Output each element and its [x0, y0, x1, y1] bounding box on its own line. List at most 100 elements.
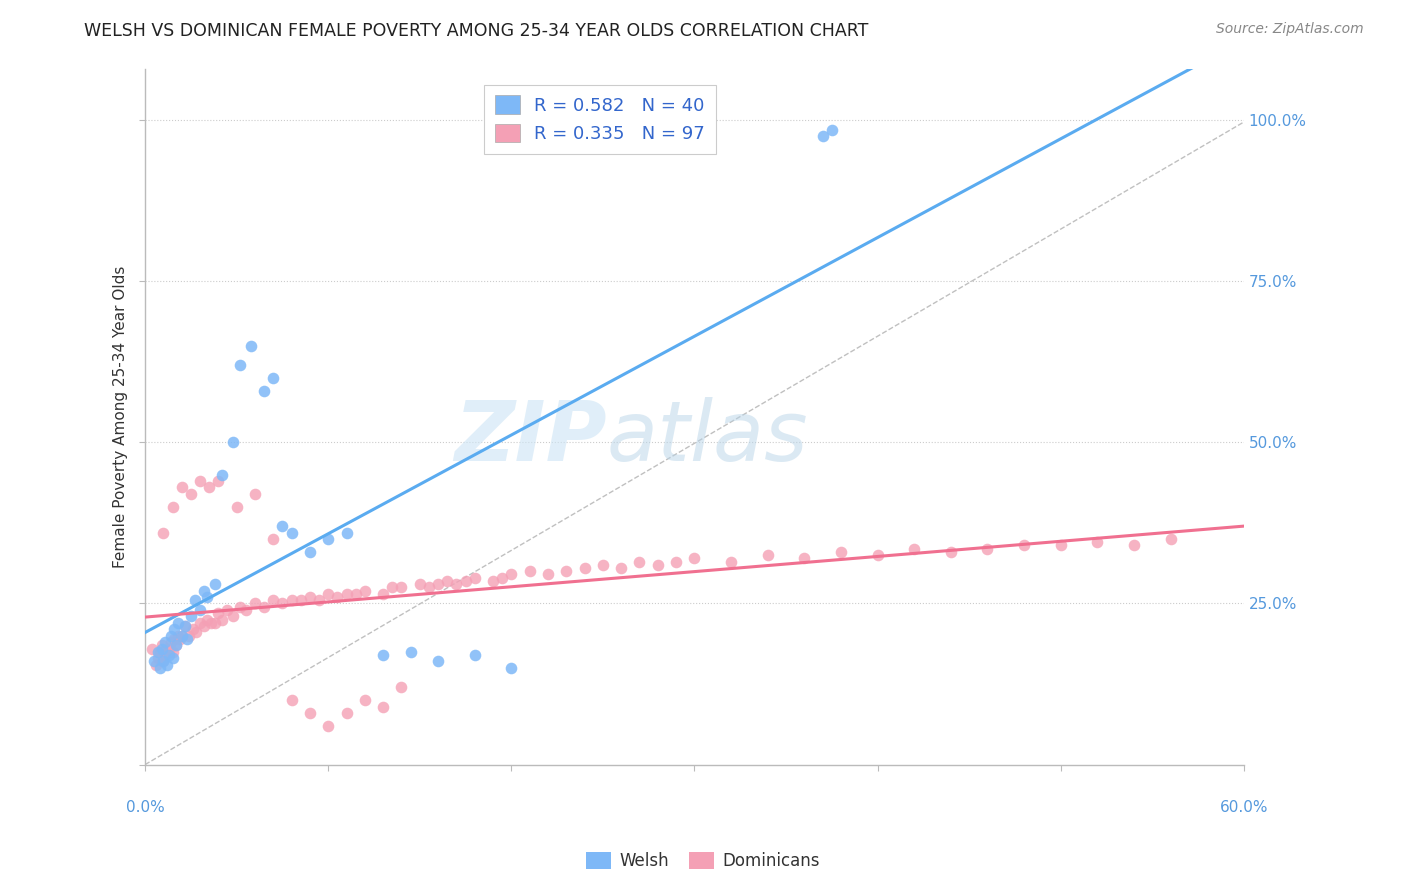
Point	[353, 583, 375, 598]
Point	[830, 545, 852, 559]
Point	[574, 561, 596, 575]
Point	[149, 661, 172, 675]
Point	[939, 545, 962, 559]
Point	[271, 597, 294, 611]
Point	[280, 525, 302, 540]
Point	[229, 358, 252, 372]
Point	[308, 593, 330, 607]
Point	[198, 480, 221, 494]
Point	[427, 577, 450, 591]
Point	[436, 574, 458, 588]
Point	[152, 655, 174, 669]
Text: 60.0%: 60.0%	[1219, 800, 1268, 815]
Point	[229, 599, 252, 614]
Point	[501, 567, 523, 582]
Point	[373, 587, 395, 601]
Point	[628, 555, 651, 569]
Point	[180, 487, 202, 501]
Point	[399, 645, 422, 659]
Point	[174, 619, 197, 633]
Point	[167, 615, 190, 630]
Point	[156, 641, 179, 656]
Point	[1160, 532, 1182, 546]
Point	[326, 590, 349, 604]
Point	[280, 693, 302, 707]
Point	[373, 648, 395, 662]
Point	[169, 632, 191, 646]
Point	[170, 629, 193, 643]
Point	[683, 551, 706, 566]
Point	[162, 645, 184, 659]
Point	[454, 574, 477, 588]
Point	[720, 555, 742, 569]
Point	[262, 593, 284, 607]
Point	[195, 613, 218, 627]
Point	[280, 593, 302, 607]
Point	[152, 525, 174, 540]
Point	[1122, 538, 1144, 552]
Point	[235, 603, 257, 617]
Point	[243, 597, 266, 611]
Point	[222, 609, 245, 624]
Point	[165, 638, 187, 652]
Point	[1012, 538, 1035, 552]
Point	[373, 699, 395, 714]
Text: WELSH VS DOMINICAN FEMALE POVERTY AMONG 25-34 YEAR OLDS CORRELATION CHART: WELSH VS DOMINICAN FEMALE POVERTY AMONG …	[84, 22, 869, 40]
Point	[155, 648, 177, 662]
Point	[353, 693, 375, 707]
Point	[146, 645, 169, 659]
Point	[1085, 535, 1108, 549]
Point	[381, 580, 404, 594]
Point	[793, 551, 815, 566]
Point	[188, 615, 211, 630]
Point	[391, 580, 413, 594]
Point	[159, 629, 181, 643]
Point	[537, 567, 560, 582]
Point	[193, 583, 215, 598]
Point	[225, 500, 247, 514]
Point	[418, 580, 440, 594]
Point	[150, 638, 173, 652]
Point	[271, 519, 294, 533]
Point	[298, 706, 321, 720]
Text: ZIP: ZIP	[454, 397, 606, 478]
Point	[146, 651, 169, 665]
Point	[427, 655, 450, 669]
Point	[211, 467, 233, 482]
Point	[240, 339, 263, 353]
Point	[149, 645, 172, 659]
Point	[253, 384, 276, 398]
Point	[174, 619, 197, 633]
Point	[207, 474, 229, 488]
Point	[195, 590, 218, 604]
Point	[163, 622, 186, 636]
Point	[446, 577, 468, 591]
Point	[163, 632, 186, 646]
Point	[207, 606, 229, 620]
Point	[501, 661, 523, 675]
Point	[177, 629, 200, 643]
Point	[555, 564, 578, 578]
Point	[155, 635, 177, 649]
Point	[519, 564, 541, 578]
Point	[316, 587, 339, 601]
Text: Source: ZipAtlas.com: Source: ZipAtlas.com	[1216, 22, 1364, 37]
Point	[176, 632, 198, 646]
Point	[335, 706, 357, 720]
Point	[811, 129, 834, 144]
Point	[180, 609, 202, 624]
Point	[976, 541, 998, 556]
Point	[298, 590, 321, 604]
Point	[316, 719, 339, 733]
Legend: R = 0.582   N = 40, R = 0.335   N = 97: R = 0.582 N = 40, R = 0.335 N = 97	[484, 85, 716, 154]
Point	[491, 571, 513, 585]
Point	[150, 641, 173, 656]
Point	[335, 587, 357, 601]
Point	[335, 525, 357, 540]
Point	[756, 548, 779, 562]
Point	[193, 619, 215, 633]
Point	[156, 657, 179, 672]
Point	[262, 532, 284, 546]
Point	[167, 629, 190, 643]
Point	[162, 651, 184, 665]
